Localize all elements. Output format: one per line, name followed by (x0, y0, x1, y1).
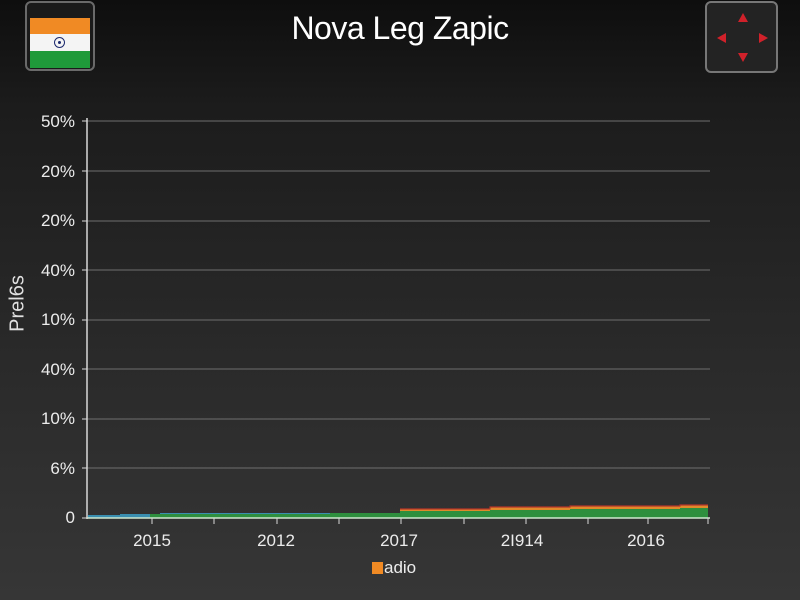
arrow-right-icon[interactable] (759, 33, 768, 43)
y-tick: 0 (65, 508, 75, 527)
x-tick: 2012 (257, 531, 295, 550)
legend-swatch-icon (372, 562, 383, 574)
y-tick: 50% (40, 112, 75, 131)
arrow-left-icon[interactable] (717, 33, 726, 43)
arrow-down-icon[interactable] (738, 53, 748, 62)
x-tick: 2015 (133, 531, 171, 550)
y-tick: 6% (50, 459, 75, 478)
arrow-up-icon[interactable] (738, 13, 748, 22)
y-tick: 20% (40, 211, 75, 230)
flag-button[interactable] (25, 1, 95, 71)
x-tick: 2I914 (500, 531, 544, 550)
y-tick: 10% (40, 310, 75, 329)
chart-title: Nova Leg Zapic (291, 10, 509, 46)
legend-label: adio (384, 558, 417, 577)
x-tick: 2017 (380, 531, 418, 550)
y-tick: 20% (40, 162, 75, 181)
legend-item-adio[interactable]: adio (372, 558, 416, 578)
india-flag-icon (30, 18, 90, 68)
y-tick: 10% (40, 409, 75, 428)
y-tick: 40% (40, 360, 75, 379)
dpad-button[interactable] (705, 1, 778, 73)
y-tick: 40% (40, 261, 75, 280)
x-tick: 2016 (627, 531, 665, 550)
